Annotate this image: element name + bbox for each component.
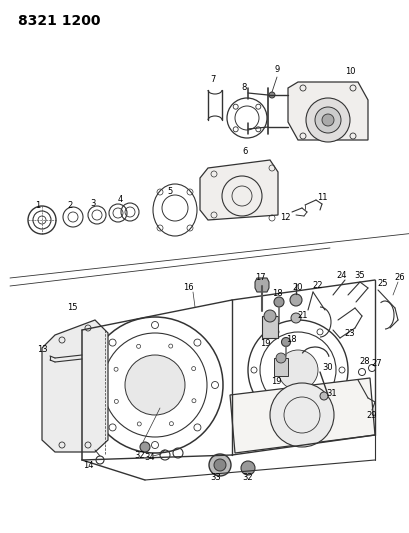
Circle shape <box>240 461 254 475</box>
Text: 16: 16 <box>182 284 193 293</box>
Text: 20: 20 <box>292 284 303 293</box>
Polygon shape <box>229 378 374 453</box>
Text: 33: 33 <box>210 473 221 482</box>
Text: 5: 5 <box>167 188 172 197</box>
Text: 27: 27 <box>371 359 381 367</box>
Text: 26: 26 <box>394 272 405 281</box>
Text: 6: 6 <box>242 148 247 157</box>
Circle shape <box>139 442 150 452</box>
Text: 17: 17 <box>254 273 265 282</box>
Circle shape <box>321 114 333 126</box>
Circle shape <box>277 350 317 390</box>
Text: 24: 24 <box>336 271 346 280</box>
Text: 32: 32 <box>242 473 253 482</box>
Text: 1: 1 <box>35 200 40 209</box>
Text: 3: 3 <box>90 198 95 207</box>
Circle shape <box>125 355 184 415</box>
Text: 2: 2 <box>67 200 72 209</box>
Circle shape <box>281 337 290 346</box>
Text: 18: 18 <box>271 288 282 297</box>
Text: 19: 19 <box>259 340 270 349</box>
Circle shape <box>213 459 225 471</box>
Polygon shape <box>200 160 277 220</box>
Polygon shape <box>42 320 108 452</box>
Text: 32: 32 <box>135 451 145 461</box>
Circle shape <box>268 92 274 98</box>
Text: 34: 34 <box>144 454 155 463</box>
Text: 11: 11 <box>316 192 326 201</box>
Text: 25: 25 <box>377 279 387 288</box>
Text: 14: 14 <box>83 462 93 471</box>
Circle shape <box>263 310 275 322</box>
Text: 29: 29 <box>366 410 376 419</box>
Text: 13: 13 <box>36 344 47 353</box>
Circle shape <box>209 454 230 476</box>
Circle shape <box>290 313 300 323</box>
Text: 8321 1200: 8321 1200 <box>18 14 100 28</box>
Text: 31: 31 <box>326 389 337 398</box>
Circle shape <box>275 353 285 363</box>
Text: 10: 10 <box>344 68 354 77</box>
Polygon shape <box>254 278 268 292</box>
Text: 28: 28 <box>359 358 369 367</box>
Text: 19: 19 <box>270 377 281 386</box>
Text: 8: 8 <box>241 84 246 93</box>
Circle shape <box>270 383 333 447</box>
Circle shape <box>305 98 349 142</box>
Text: 12: 12 <box>279 214 290 222</box>
Text: 30: 30 <box>322 364 333 373</box>
Bar <box>273 358 287 376</box>
Text: 23: 23 <box>344 328 355 337</box>
Circle shape <box>273 297 283 307</box>
Text: 15: 15 <box>67 303 77 312</box>
Polygon shape <box>287 82 367 140</box>
Text: 4: 4 <box>117 196 122 205</box>
Circle shape <box>314 107 340 133</box>
Text: 22: 22 <box>312 281 322 290</box>
Circle shape <box>319 392 327 400</box>
Bar <box>261 316 277 338</box>
Text: 9: 9 <box>274 66 279 75</box>
Circle shape <box>289 294 301 306</box>
Text: 21: 21 <box>297 311 308 320</box>
Text: 7: 7 <box>210 76 215 85</box>
Text: 35: 35 <box>354 271 364 280</box>
Text: 18: 18 <box>285 335 296 344</box>
